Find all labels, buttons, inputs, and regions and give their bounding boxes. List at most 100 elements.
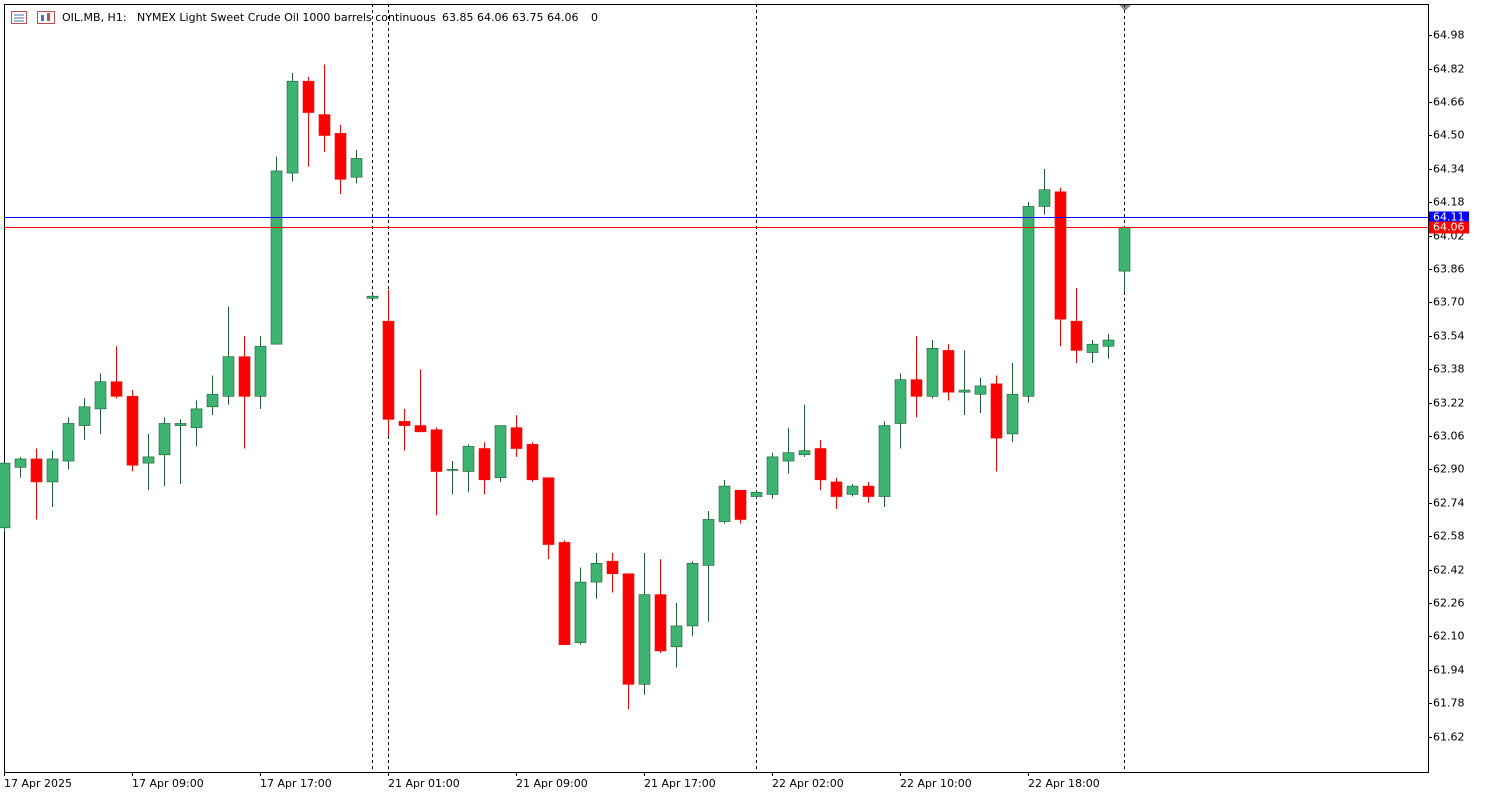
y-tick-label: 63.86 <box>1433 263 1465 276</box>
symbol: OIL.MB, H1: <box>62 11 127 24</box>
candle-body <box>334 133 347 180</box>
candle-body <box>942 350 955 393</box>
icon-bar <box>41 15 44 21</box>
x-tick-label: 21 Apr 17:00 <box>644 777 716 790</box>
y-tick-label: 63.38 <box>1433 363 1465 376</box>
candle-body <box>574 581 587 643</box>
candle-body <box>478 448 491 481</box>
candle-body <box>862 485 875 497</box>
candle-body <box>622 573 635 685</box>
candle-body <box>718 485 731 522</box>
y-tick-label: 63.70 <box>1433 296 1465 309</box>
candle-body <box>238 356 251 397</box>
candle-body <box>878 425 891 497</box>
x-tick-label: 22 Apr 18:00 <box>1028 777 1100 790</box>
candle-body <box>446 469 459 471</box>
y-tick-label: 62.42 <box>1433 564 1465 577</box>
price-label: 64.11 <box>1433 211 1465 224</box>
y-tick-label: 63.06 <box>1433 430 1465 443</box>
x-tick-label: 21 Apr 09:00 <box>516 777 588 790</box>
candle-body <box>814 448 827 481</box>
ohlc: 63.85 64.06 63.75 64.06 <box>442 11 578 24</box>
y-tick-label: 62.10 <box>1433 630 1465 643</box>
candle-body <box>702 519 715 566</box>
candle-body <box>990 383 1003 439</box>
candle-body <box>1022 206 1035 397</box>
candle-body <box>110 381 123 397</box>
candle-body <box>78 406 91 426</box>
y-tick-label: 61.94 <box>1433 664 1465 677</box>
candle-body <box>494 425 507 479</box>
candle-body <box>366 295 379 299</box>
y-tick-label: 64.66 <box>1433 96 1465 109</box>
candle-body <box>14 458 27 468</box>
y-tick-label: 63.54 <box>1433 330 1465 343</box>
candle-body <box>846 485 859 495</box>
y-tick-label: 62.26 <box>1433 597 1465 610</box>
x-tick-label: 22 Apr 02:00 <box>772 777 844 790</box>
candle-body <box>350 158 363 178</box>
candle-body <box>590 563 603 583</box>
candle-body <box>398 421 411 426</box>
candle-body <box>302 80 315 113</box>
candle-body <box>142 456 155 464</box>
candle-body <box>30 458 43 483</box>
description: NYMEX Light Sweet Crude Oil 1000 barrels… <box>137 11 436 24</box>
y-tick-label: 61.78 <box>1433 697 1465 710</box>
x-tick-label: 17 Apr 17:00 <box>260 777 332 790</box>
header-icons <box>11 11 55 24</box>
candle-body <box>750 492 763 497</box>
candle-body <box>654 594 667 652</box>
price-label-bg <box>1429 211 1469 224</box>
x-tick-label: 21 Apr 01:00 <box>388 777 460 790</box>
candle-body <box>286 80 299 174</box>
candle-body <box>910 379 923 397</box>
candle-body <box>894 379 907 424</box>
candle-body <box>766 456 779 495</box>
candle-body <box>734 489 747 520</box>
candle-body <box>318 114 331 136</box>
candle-body <box>926 348 939 397</box>
candle-body <box>1070 320 1083 351</box>
icon-bar <box>47 13 50 21</box>
icon-chart <box>37 11 55 24</box>
x-tick-label: 17 Apr 09:00 <box>132 777 204 790</box>
candle-body <box>1038 189 1051 207</box>
candle-body <box>462 446 475 472</box>
candle-body <box>974 385 987 395</box>
candle-body <box>94 381 107 410</box>
price-label: 64.06 <box>1433 221 1465 234</box>
candle-body <box>1102 339 1115 347</box>
candle-body <box>798 450 811 456</box>
candle-body <box>158 423 171 456</box>
x-tick-label: 17 Apr 2025 <box>4 777 72 790</box>
y-tick-label: 61.62 <box>1433 731 1465 744</box>
y-tick-label: 62.74 <box>1433 497 1465 510</box>
candle-body <box>1086 343 1099 353</box>
y-tick-label: 64.98 <box>1433 29 1465 42</box>
candle-body <box>46 458 59 483</box>
candle-body <box>606 560 619 575</box>
candle-body <box>382 320 395 420</box>
candle-body <box>526 444 539 481</box>
candle-body <box>0 462 11 529</box>
y-tick-label: 63.22 <box>1433 397 1465 410</box>
shift-marker <box>1119 5 1131 11</box>
candle-body <box>1006 393 1019 435</box>
candle-body <box>62 423 75 462</box>
candle-body <box>174 423 187 426</box>
candle-body <box>510 427 523 449</box>
y-tick-label: 64.82 <box>1433 63 1465 76</box>
candle-body <box>830 481 843 497</box>
candle-body <box>270 170 283 345</box>
candle-body <box>686 563 699 627</box>
candle-body <box>670 625 683 648</box>
candle-body <box>638 594 651 685</box>
candle-body <box>206 393 219 408</box>
candle-body <box>126 396 139 466</box>
candle-body <box>558 542 571 645</box>
candle-body <box>222 356 235 397</box>
candle-body <box>958 389 971 393</box>
candle-body <box>1054 191 1067 320</box>
